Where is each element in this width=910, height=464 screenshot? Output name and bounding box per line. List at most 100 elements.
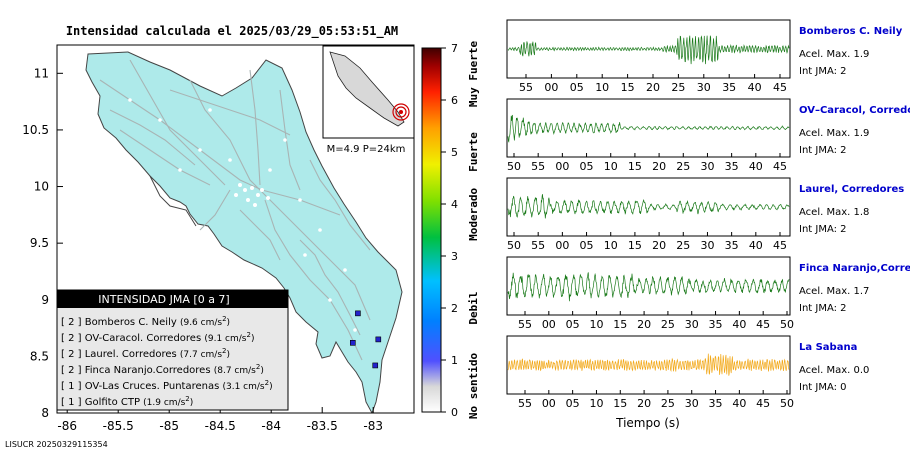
station-name: Laurel, Corredores [799, 184, 904, 195]
map-y-tick-label: 10 [34, 180, 49, 194]
nicoya-gulf-shore [149, 175, 197, 227]
legend-item-exp: 2 [222, 347, 226, 355]
station-marker [355, 310, 361, 317]
waveform-panels: 55 00 05 10 15 20 25 30 35 40 45 Bomberos C. Neily A… [506, 19, 910, 410]
waveform-tick-label: 05 [570, 81, 584, 94]
footer-id: LISUCR 20250329115354 [5, 440, 108, 449]
map-x-tick-label: -83.5 [307, 419, 338, 433]
intensity-colorbar: 0 1 2 3 4 5 6 7 No sentido Debil Moderado Fuerte Mu… [421, 41, 480, 420]
station-acel-max: Acel. Max. 0.0 [799, 365, 869, 376]
station-marker [375, 336, 382, 343]
waveform-panel: 55 00 05 10 15 20 25 30 35 40 45 50 Finca Naranjo,Co… [506, 256, 910, 331]
legend-item-name: Laurel. Corredores [85, 349, 180, 360]
colorbar-tick-label: 2 [451, 302, 458, 315]
waveform-tick-label: 05 [580, 160, 594, 173]
waveform-tick-label: 15 [613, 397, 627, 410]
waveform-tick-label: 20 [652, 239, 666, 252]
colorbar-category-label: No sentido [467, 353, 480, 420]
legend-item-name: OV-Las Cruces. Puntarenas [85, 381, 223, 392]
colorbar-tick-label: 6 [451, 94, 458, 107]
waveform-tick-label: 00 [542, 397, 556, 410]
waveform-tick-label: 45 [756, 318, 770, 331]
legend-item-level: [ 1 ] [61, 397, 85, 408]
map-x-tick-label: -86 [57, 419, 77, 433]
map-title: Intensidad calculada el 2025/03/29_05:53… [66, 24, 398, 39]
waveform-frame [506, 98, 791, 158]
waveform-tick-label: 55 [531, 239, 545, 252]
waveform-tick-label: 05 [566, 397, 580, 410]
waveform-tick-label: 35 [725, 160, 739, 173]
waveform-tick-label: 10 [604, 160, 618, 173]
station-int-jma: Int JMA: 0 [799, 382, 847, 393]
waveform-tick-label: 35 [709, 397, 723, 410]
map-y-tick-label: 9 [41, 293, 49, 307]
station-name: Finca Naranjo,Corredor [799, 263, 910, 274]
map-x-tick-label: -84 [261, 419, 281, 433]
legend-item-name: Bomberos C. Neily [85, 317, 180, 328]
legend-item-exp: 2 [256, 363, 260, 371]
legend-item-level: [ 2 ] [61, 365, 85, 376]
waveform-trace [507, 114, 790, 143]
legend-item: [ 2 ] OV-Caracol. Corredores (9.1 cm/s2) [61, 331, 254, 344]
station-name: OV–Caracol, Corredore [799, 105, 910, 116]
legend-item-level: [ 2 ] [61, 333, 85, 344]
map-x-tick-label: -85.5 [103, 419, 134, 433]
waveform-tick-label: 00 [544, 81, 558, 94]
waveform-panel: 50 55 00 05 10 15 20 25 30 35 40 45 OV–Caracol, Corr… [506, 98, 910, 173]
legend-item-level: [ 2 ] [61, 349, 85, 360]
map-x-tick-label: -83 [363, 419, 383, 433]
intensity-legend: INTENSIDAD JMA [0 a 7] [ 2 ] Bomberos C.… [56, 289, 289, 411]
station-name: La Sabana [799, 342, 857, 353]
waveform-tick-label: 00 [542, 318, 556, 331]
legend-item: [ 1 ] OV-Las Cruces. Puntarenas (3.1 cm/… [61, 379, 273, 392]
legend-item-value: (3.1 cm/s [222, 382, 264, 392]
waveform-tick-label: 35 [709, 318, 723, 331]
station-markers [349, 310, 382, 369]
station-acel-max: Acel. Max. 1.9 [799, 49, 869, 60]
waveform-tick-label: 05 [566, 318, 580, 331]
waveform-tick-label: 45 [773, 239, 787, 252]
legend-item-close: ) [260, 366, 264, 376]
inset-magnitude-label: M=4.9 P=24km [327, 144, 406, 155]
waveform-tick-label: 55 [518, 397, 532, 410]
waveform-tick-label: 25 [671, 81, 685, 94]
road-network [99, 59, 371, 361]
waveform-tick-label: 15 [628, 239, 642, 252]
legend-item: [ 2 ] Bomberos C. Neily (9.6 cm/s2) [61, 315, 230, 328]
station-acel-max: Acel. Max. 1.9 [799, 128, 869, 139]
waveform-tick-label: 00 [555, 160, 569, 173]
legend-item-exp: 2 [185, 395, 189, 403]
waveform-tick-label: 35 [725, 239, 739, 252]
waveform-tick-label: 45 [756, 397, 770, 410]
waveform-frame [506, 177, 791, 237]
waveform-trace [507, 353, 790, 376]
legend-items: [ 2 ] Bomberos C. Neily (9.6 cm/s2) [ 2 ]… [61, 315, 273, 408]
waveform-tick-label: 20 [637, 318, 651, 331]
legend-item-close: ) [251, 334, 255, 344]
waveform-tick-label: 55 [531, 160, 545, 173]
waveform-tick-label: 35 [722, 81, 736, 94]
legend-item-value: (7.7 cm/s [180, 350, 222, 360]
legend-item-close: ) [227, 318, 231, 328]
station-name: Bomberos C. Neily [799, 26, 903, 37]
inset-country [329, 51, 405, 127]
legend-item-close: ) [227, 350, 231, 360]
station-marker [349, 339, 356, 346]
colorbar-category-label: Moderado [467, 188, 480, 241]
colorbar-tick-label: 3 [451, 250, 458, 263]
legend-item-value: (1.9 cm/s [143, 398, 185, 408]
waveform-tick-label: 10 [589, 318, 603, 331]
waveform-tick-label: 45 [773, 81, 787, 94]
waveform-panel: 50 55 00 05 10 15 20 25 30 35 40 45 Laurel, Corredor… [506, 177, 904, 252]
colorbar-ticks: 0 1 2 3 4 5 6 7 [441, 42, 458, 419]
waveform-tick-label: 55 [518, 318, 532, 331]
legend-item-name: OV-Caracol. Corredores [85, 333, 205, 344]
station-int-jma: Int JMA: 2 [799, 145, 847, 156]
waveform-tick-label: 25 [676, 160, 690, 173]
colorbar-categories: No sentido Debil Moderado Fuerte Muy Fuerte [467, 41, 480, 420]
map-y-tick-label: 8.5 [30, 349, 49, 363]
waveform-tick-label: 30 [697, 81, 711, 94]
colorbar-tick-label: 7 [451, 42, 458, 55]
waveform-tick-label: 05 [580, 239, 594, 252]
time-axis-label: Tiempo (s) [615, 416, 680, 430]
